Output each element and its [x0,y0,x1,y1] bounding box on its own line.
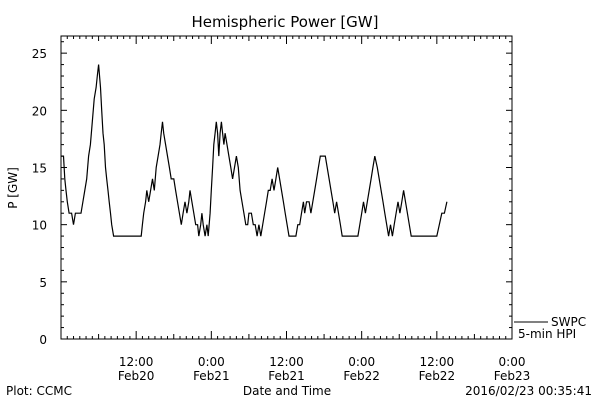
x-tick-label-date: Feb20 [118,369,155,383]
x-tick-label-time: 12:00 [420,355,455,369]
x-axis-label: Date and Time [243,384,331,398]
x-axis: 12:00Feb200:00Feb2112:00Feb210:00Feb2212… [60,36,531,383]
y-tick-label: 15 [32,161,47,175]
plot-frame [60,35,513,340]
x-tick-label-date: Feb21 [193,369,230,383]
y-axis-label: P [GW] [6,167,20,209]
series-line-5-min-hpi [61,64,448,237]
plot-timestamp: 2016/02/23 00:35:41 [465,384,592,398]
chart-title: Hemispheric Power [GW] [192,13,379,31]
x-tick-label-time: 12:00 [269,355,304,369]
x-tick-label-date: Feb23 [494,369,531,383]
y-tick-label: 5 [39,276,47,290]
y-axis: 0 5 10 15 20 25 [32,41,512,347]
legend-label-swpc: SWPC [551,315,586,329]
x-tick-label-time: 0:00 [499,355,526,369]
x-tick-label-date: Feb22 [419,369,456,383]
x-tick-label-time: 0:00 [348,355,375,369]
x-tick-label-time: 0:00 [198,355,225,369]
x-tick-label-time: 12:00 [119,355,154,369]
y-tick-label: 25 [32,47,47,61]
plot-credit: Plot: CCMC [6,384,72,398]
x-tick-label-date: Feb22 [343,369,380,383]
y-tick-label: 20 [32,104,47,118]
legend-label-hpi: 5-min HPI [518,327,576,341]
x-tick-label-date: Feb21 [268,369,305,383]
y-tick-label: 0 [39,333,47,347]
y-tick-label: 10 [32,219,47,233]
